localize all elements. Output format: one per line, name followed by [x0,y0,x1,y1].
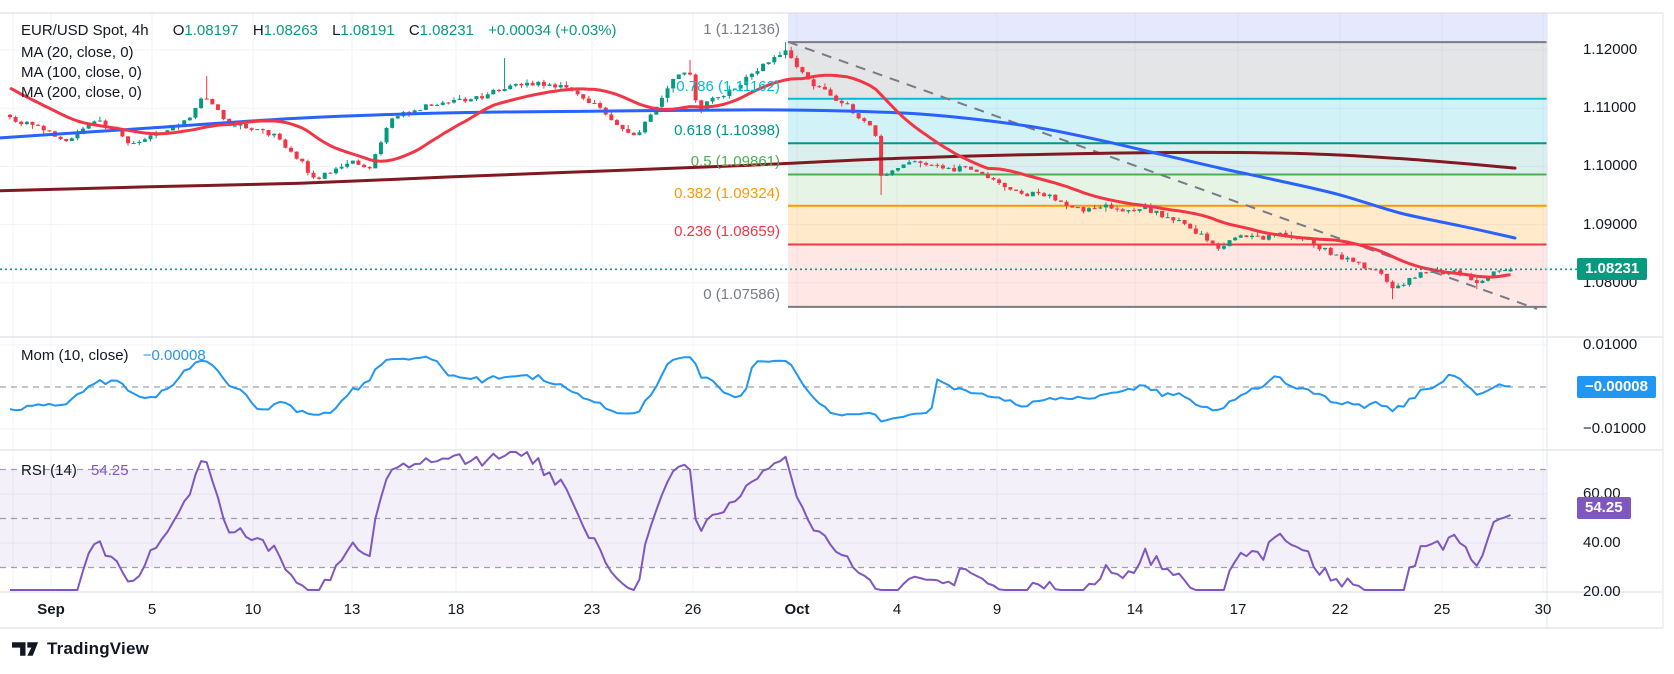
candlesticks [8,42,1513,300]
close-prefix: C [408,22,420,39]
time-tick-label: 23 [583,601,601,618]
rsi-value: 54.25 [91,462,129,479]
axis-tick-label: 1.11000 [1583,99,1637,117]
fib-level-label: 0.786 (1.11162) [676,77,780,95]
time-tick-label: 30 [1534,601,1552,618]
momentum-line [9,355,1511,423]
time-tick-label: 25 [1433,601,1451,618]
last-price-badge: 1.08231 [1577,258,1648,281]
fib-level-label: 0.5 (1.09861) [690,153,780,171]
time-tick-label: 14 [1126,601,1144,618]
momentum-legend-row[interactable]: Mom (10, close) −0.00008 [21,346,206,366]
axis-tick-label: 1.10000 [1583,157,1638,175]
rsi-label: RSI (14) [21,462,77,479]
time-tick-label: 18 [447,601,465,618]
close-value: 1.08231 [419,22,474,39]
rsi-line [10,451,1511,591]
tradingview-logo-text: TradingView [47,638,150,658]
time-tick-label: Sep [37,601,65,618]
ma20-legend-row[interactable]: MA (20, close, 0) [21,43,134,63]
axis-tick-label: 1.12000 [1583,41,1638,58]
time-tick-label: 26 [684,601,702,618]
tradingview-logo[interactable]: TradingView [12,638,149,659]
time-tick-label: Oct [784,601,810,618]
time-tick-label: 22 [1331,601,1349,618]
momentum-label: Mom (10, close) [21,347,129,364]
ma100-line [0,108,1517,240]
time-tick-label: 10 [244,601,262,618]
axis-tick-label: 1.09000 [1583,215,1638,233]
time-tick-label: 9 [992,601,1002,618]
ma200-label: MA (200, close, 0) [21,84,142,101]
fib-level-label: 0.382 (1.09324) [674,184,780,202]
low-prefix: L [332,22,341,39]
open-value: 1.08197 [184,22,239,39]
fib-level-label: 0 (1.07586) [703,285,780,303]
rsi-legend-row[interactable]: RSI (14) 54.25 [21,461,129,481]
time-tick-label: 5 [147,601,157,618]
ma200-legend-row[interactable]: MA (200, close, 0) [21,83,142,103]
axis-tick-label: 20.00 [1583,583,1621,600]
low-value: 1.08191 [340,22,395,39]
change-value: +0.00034 (+0.03%) [488,22,617,39]
fib-level-label: 1 (1.12136) [703,21,780,39]
axis-tick-label: 0.01000 [1583,336,1638,353]
time-tick-label: 17 [1229,601,1247,618]
fib-level-label: 0.236 (1.08659) [674,223,780,241]
ma20-label: MA (20, close, 0) [21,44,134,61]
ma100-label: MA (100, close, 0) [21,64,142,81]
high-value: 1.08263 [263,22,318,39]
open-prefix: O [172,22,185,39]
axis-tick-label: −0.01000 [1583,420,1646,437]
rsi-value-badge: 54.25 [1577,497,1631,520]
symbol-title: EUR/USD Spot, 4h [21,22,149,39]
ma200-line [0,150,1517,193]
tradingview-logo-icon [12,642,39,656]
time-tick-label: 13 [343,601,361,618]
high-prefix: H [252,22,264,39]
momentum-value-badge: −0.00008 [1577,376,1656,399]
ma20-line [9,73,1511,279]
time-tick-label: 4 [892,601,902,618]
symbol-legend-row[interactable]: EUR/USD Spot, 4h O1.08197 H1.08263 L1.08… [21,21,617,41]
axis-tick-label: 40.00 [1583,534,1621,551]
fib-level-label: 0.618 (1.10398) [674,122,780,140]
ma100-legend-row[interactable]: MA (100, close, 0) [21,63,142,83]
momentum-value: −0.00008 [142,347,206,364]
